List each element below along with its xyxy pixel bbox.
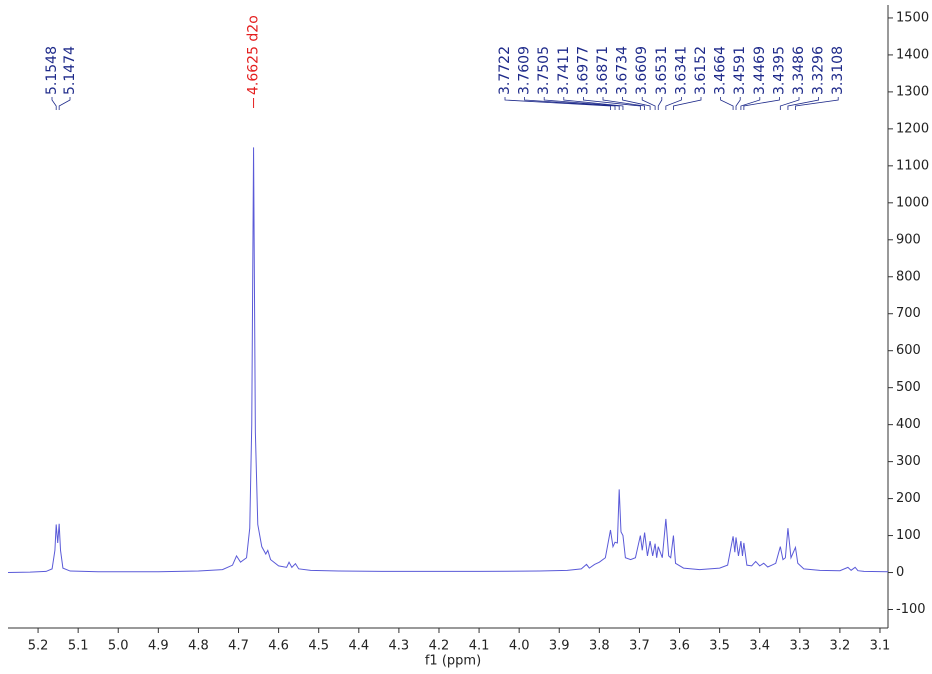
- x-tick-label: 3.8: [589, 639, 610, 654]
- x-tick-label: 3.5: [709, 639, 730, 654]
- y-tick-label: 600: [896, 343, 921, 358]
- peak-connector: [740, 97, 761, 110]
- peak-label: 3.3296: [811, 46, 827, 95]
- x-tick-label: 3.2: [830, 639, 851, 654]
- peak-label: 3.6531: [654, 46, 670, 95]
- y-tick-label: 1000: [896, 195, 929, 210]
- peak-label: 3.4469: [752, 46, 768, 95]
- x-tick-label: 5.0: [108, 639, 129, 654]
- peak-label: 3.4395: [771, 46, 787, 95]
- y-tick-label: 900: [896, 232, 921, 247]
- x-tick-label: 3.9: [549, 639, 570, 654]
- y-tick-label: 1400: [896, 47, 929, 62]
- x-tick-label: 4.5: [308, 639, 329, 654]
- peak-label: 3.6609: [634, 46, 650, 95]
- x-tick-label: 3.6: [669, 639, 690, 654]
- peak-label: 3.7505: [536, 46, 552, 95]
- y-tick-label: 1200: [896, 121, 929, 136]
- y-tick-label: 100: [896, 528, 921, 543]
- x-tick-label: 3.4: [749, 639, 770, 654]
- x-tick-label: 4.9: [148, 639, 169, 654]
- x-tick-label: 3.3: [789, 639, 810, 654]
- peak-connector: [58, 97, 71, 110]
- peak-label: 3.6152: [693, 46, 709, 95]
- peak-connector: [735, 97, 741, 110]
- y-tick-label: 300: [896, 454, 921, 469]
- peak-connector: [787, 97, 819, 110]
- peak-connector: [543, 97, 620, 110]
- x-tick-label: 3.7: [629, 639, 650, 654]
- peak-label: 3.7609: [517, 46, 533, 95]
- peak-connector: [673, 97, 702, 110]
- y-tick-label: 0: [896, 565, 904, 580]
- peak-connector: [563, 97, 624, 110]
- y-tick-label: 1300: [896, 84, 929, 99]
- peak-connector: [779, 97, 800, 110]
- peak-label: 5.1474: [62, 46, 78, 95]
- peak-label: 3.7411: [556, 46, 572, 95]
- y-tick-label: 200: [896, 491, 921, 506]
- peak-connector: [524, 97, 616, 110]
- peak-connector: [622, 97, 651, 110]
- peak-label: 3.4591: [732, 46, 748, 95]
- peak-connector: [504, 97, 611, 110]
- peak-label: 3.6341: [673, 46, 689, 95]
- peak-connector: [583, 97, 641, 110]
- y-tick-label: 1500: [896, 10, 929, 25]
- solvent-label: 4.6625 d2o: [246, 15, 262, 95]
- peak-label: 3.6871: [595, 46, 611, 95]
- y-tick-label: -100: [896, 602, 926, 617]
- x-tick-label: 4.2: [429, 639, 450, 654]
- peak-label: 3.3486: [791, 46, 807, 95]
- spectrum: [7, 147, 889, 574]
- x-tick-label: 4.6: [268, 639, 289, 654]
- x-tick-label: 4.8: [188, 639, 209, 654]
- peak-connector: [657, 97, 663, 110]
- peak-label: 3.4664: [713, 46, 729, 95]
- peak-label: 3.7722: [497, 46, 513, 95]
- x-tick-label: 4.0: [509, 639, 530, 654]
- peak-connector: [51, 97, 57, 110]
- x-tick-label: 4.3: [389, 639, 410, 654]
- y-tick-label: 1100: [896, 158, 929, 173]
- x-tick-label: 4.7: [228, 639, 249, 654]
- y-tick-label: 400: [896, 417, 921, 432]
- x-tick-label: 5.1: [68, 639, 89, 654]
- peak-connector: [795, 97, 839, 110]
- peak-label: 3.3108: [830, 46, 846, 95]
- peak-connector: [641, 97, 656, 110]
- x-axis-label: f1 (ppm): [425, 654, 481, 669]
- peak-label: 5.1548: [44, 46, 60, 95]
- y-tick-label: 500: [896, 380, 921, 395]
- peak-connector: [720, 97, 734, 110]
- x-tick-label: 4.4: [348, 639, 369, 654]
- y-tick-label: 700: [896, 306, 921, 321]
- peak-label: 3.6734: [615, 46, 631, 95]
- peak-label: 3.6977: [575, 46, 591, 95]
- peak-connector: [665, 97, 682, 110]
- x-tick-label: 4.1: [469, 639, 490, 654]
- x-tick-label: 3.1: [870, 639, 891, 654]
- x-tick-label: 5.2: [28, 639, 49, 654]
- peak-connector: [743, 97, 780, 110]
- peak-connector: [602, 97, 646, 110]
- y-tick-label: 800: [896, 269, 921, 284]
